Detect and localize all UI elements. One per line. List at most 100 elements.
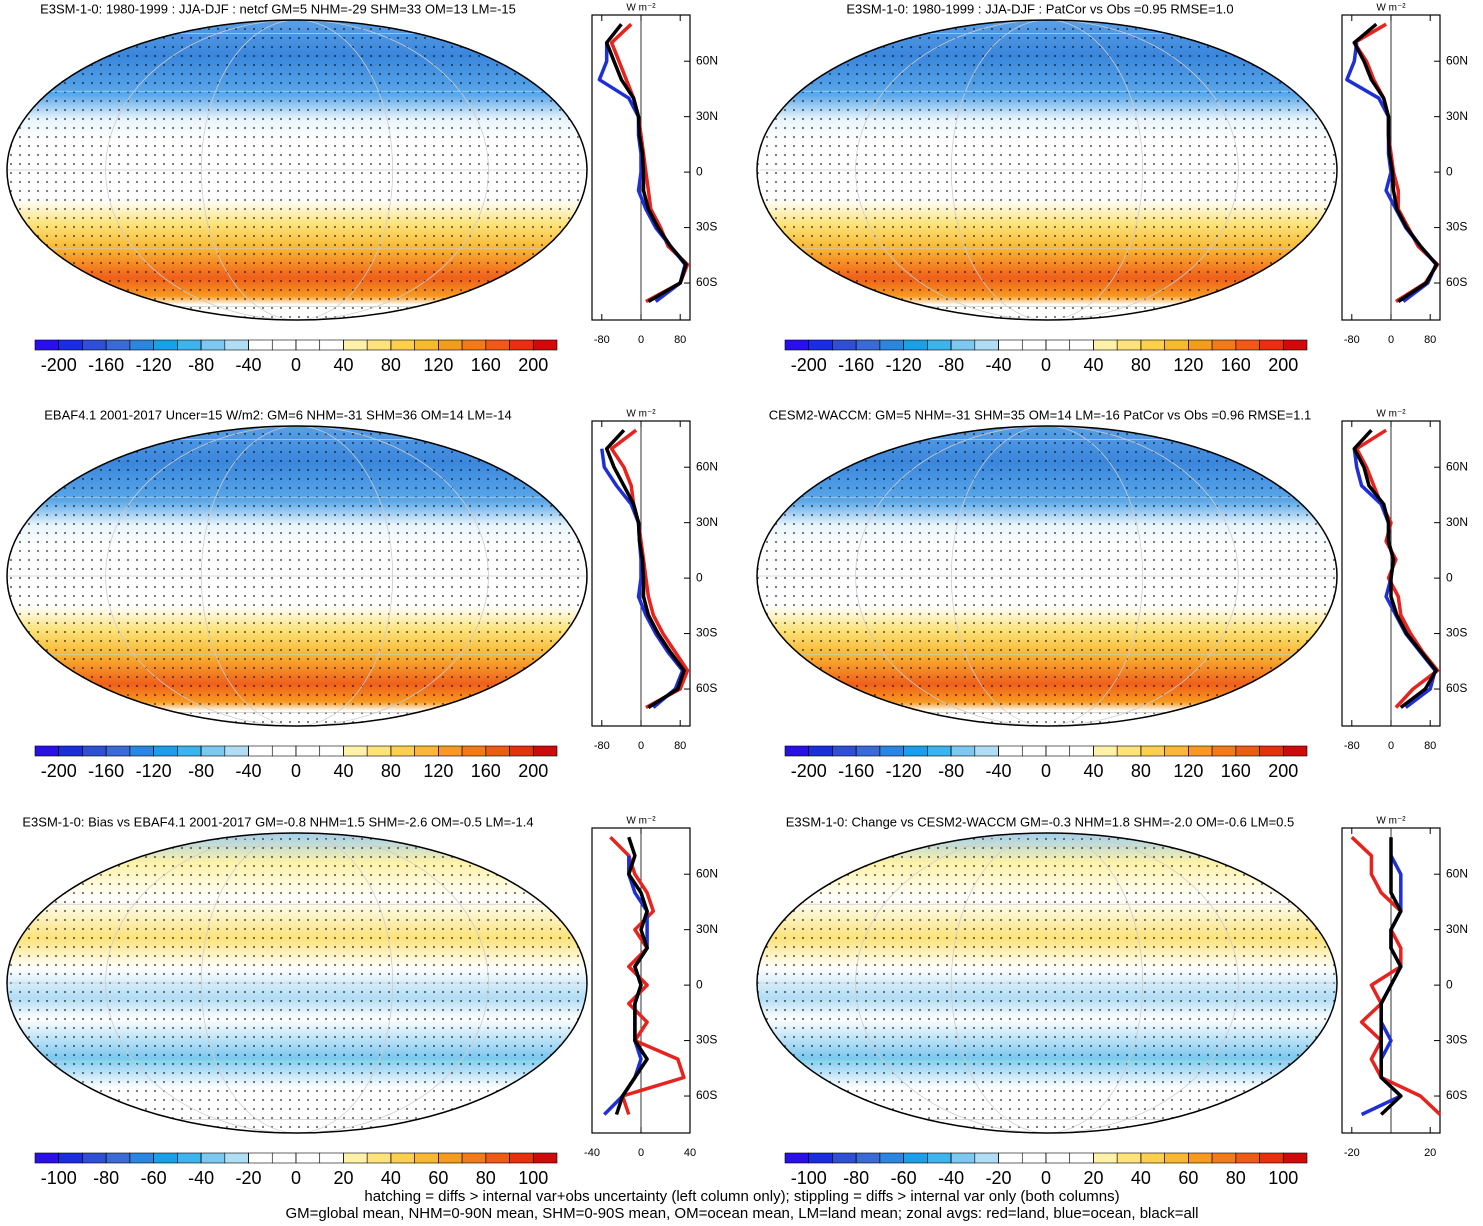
map-border [6,832,588,1134]
map-border [6,425,588,727]
colorbar-box [974,1152,999,1164]
y-tick-label: 0 [696,977,703,991]
colorbar-box [34,745,60,757]
colorbar-label: -80 [93,1168,119,1188]
colorbar-box [295,339,321,351]
colorbar-box [58,1152,83,1164]
colorbar-label: -40 [236,355,262,375]
colorbar-box [224,745,249,757]
colorbar-box [879,1152,904,1164]
colorbar-label: 160 [1221,761,1251,781]
graticule [200,833,394,1133]
colorbar-label: -160 [88,355,124,375]
y-tick-label: 30S [1446,626,1467,640]
zonal-line [604,429,686,709]
colorbar-box [271,339,297,351]
colorbar-box [271,745,297,757]
colorbar-label: 60 [428,1168,448,1188]
colorbar-box [1093,1152,1118,1164]
colorbar-box [1140,1152,1165,1164]
colorbar-label: 0 [291,761,301,781]
x-tick-label: -80 [594,334,610,346]
colorbar-box [1021,1152,1047,1164]
map [7,426,587,726]
colorbar-label: -20 [986,1168,1012,1188]
colorbar-box [1140,339,1165,351]
colorbar-box [1188,339,1213,351]
panel-title: CESM2-WACCM: GM=5 NHM=-31 SHM=35 OM=14 L… [769,407,1311,422]
zonal-line [1352,448,1437,709]
colorbar-box [129,745,154,757]
colorbar-box [1235,745,1260,757]
colorbar-label: 40 [381,1168,401,1188]
graticule [105,833,489,1133]
graticule [950,426,1144,726]
profile-unit: W m⁻² [626,3,656,14]
colorbar-box [1093,745,1118,757]
colorbar-label: -120 [136,355,172,375]
colorbar-label: 40 [333,761,353,781]
colorbar-label: -100 [41,1168,77,1188]
profile-unit: W m⁻² [1376,816,1406,827]
y-tick-label: 60S [696,681,717,695]
y-tick-label: 60N [1446,866,1468,880]
panel-title: E3SM-1-0: 1980-1999 : JJA-DJF : netcf GM… [40,1,516,16]
colorbar-box [82,1152,107,1164]
colorbar-box [177,339,202,351]
colorbar-box [1188,745,1213,757]
colorbar-box [343,1152,368,1164]
profile-unit: W m⁻² [1376,409,1406,420]
colorbar-label: -60 [141,1168,167,1188]
colorbar-box [1116,745,1142,757]
colorbar-label: 40 [1083,355,1103,375]
colorbar-label: 0 [1041,1168,1051,1188]
colorbar-label: 80 [1131,761,1151,781]
colorbar-box [855,745,881,757]
colorbar-box [485,1152,510,1164]
x-tick-label: 80 [1424,740,1436,752]
zonal-line [609,22,690,304]
colorbar-box [58,745,83,757]
colorbar-label: 80 [1131,355,1151,375]
colorbar-label: -40 [236,761,262,781]
colorbar-box [927,339,952,351]
colorbar-label: 80 [381,355,401,375]
colorbar-label: -160 [88,761,124,781]
colorbar-box [950,745,976,757]
colorbar-box [927,745,952,757]
y-tick-label: 30S [1446,1033,1467,1047]
colorbar-box [1116,1152,1142,1164]
graticule [855,20,1239,320]
colorbar-label: -20 [236,1168,262,1188]
zonal-line [1352,22,1439,303]
colorbar-label: 80 [476,1168,496,1188]
colorbar-label: -200 [791,355,827,375]
colorbar-box [998,339,1023,351]
colorbar-label: 80 [1226,1168,1246,1188]
map [7,20,587,320]
colorbar-label: 0 [1041,355,1051,375]
colorbar-box [34,1152,60,1164]
colorbar-box [319,745,344,757]
colorbar-label: -160 [838,761,874,781]
x-tick-label: 0 [638,1147,644,1159]
y-tick-label: 30N [696,922,718,936]
colorbar-box [1069,745,1094,757]
colorbar-label: -40 [986,355,1012,375]
y-tick-label: 0 [1446,570,1453,584]
colorbar-box [903,1152,928,1164]
colorbar-box [319,1152,344,1164]
colorbar-label: 80 [381,761,401,781]
map [757,20,1337,320]
colorbar-box [974,339,999,351]
colorbar-label: 120 [423,355,453,375]
colorbar-box [224,1152,249,1164]
colorbar-box [438,339,463,351]
colorbar-box [461,1152,487,1164]
map-border [756,19,1338,321]
y-tick-label: 60N [696,459,718,473]
colorbar-box [1259,745,1284,757]
colorbar-box [438,745,463,757]
footnote: GM=global mean, NHM=0-90N mean, SHM=0-90… [285,1205,1198,1221]
zonal-line [1379,837,1403,1116]
